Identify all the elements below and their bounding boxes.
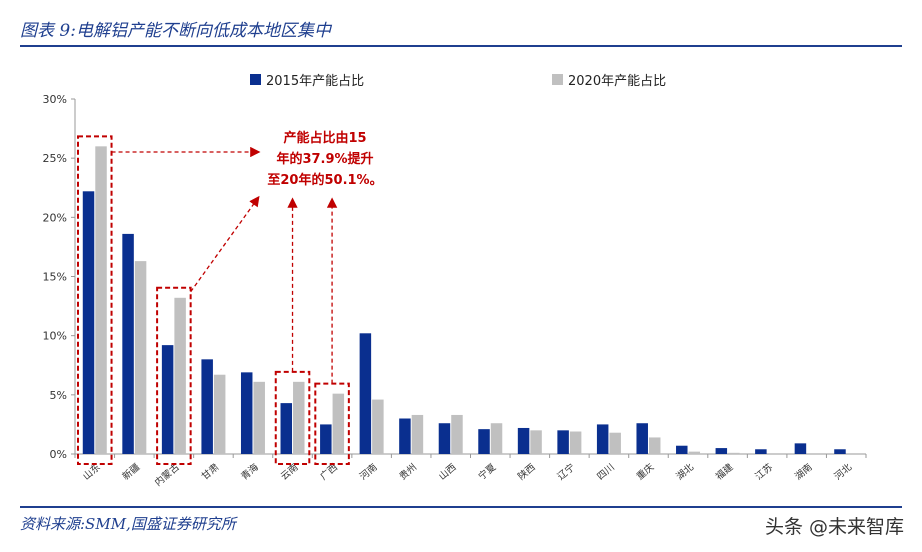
y-tick-label: 20% (43, 211, 67, 224)
bar-2015 (715, 448, 728, 454)
bar-2020 (332, 393, 345, 454)
x-category-label: 广西 (318, 461, 340, 482)
x-category-label: 河北 (832, 461, 855, 483)
figure-title: 图表 9:电解铝产能不断向低成本地区集中 (20, 21, 331, 41)
x-category-label: 山东 (80, 461, 102, 482)
x-category-label: 青海 (239, 461, 262, 483)
bar-2015 (201, 359, 213, 454)
bar-2020 (648, 437, 661, 454)
bar-2020 (95, 146, 107, 455)
bar-2015 (82, 191, 95, 455)
bar-2015 (636, 423, 648, 454)
bar-2020 (293, 381, 305, 454)
legend-swatch-2020 (552, 74, 563, 85)
legend-swatch-2015 (250, 74, 261, 85)
bar-2015 (399, 418, 411, 454)
x-category-label: 江苏 (753, 461, 776, 483)
x-category-label: 福建 (713, 461, 736, 483)
x-category-label: 山西 (437, 462, 459, 483)
bottom-rule (20, 506, 902, 508)
bar-2015 (676, 445, 688, 454)
x-category-label: 湖北 (674, 462, 696, 483)
bar-2015 (240, 372, 253, 454)
bar-2015 (755, 449, 767, 454)
bar-2020 (411, 414, 424, 454)
x-category-label: 新疆 (120, 461, 143, 483)
bar-2015 (557, 430, 569, 454)
highlight-box-2 (156, 286, 192, 465)
x-category-label: 重庆 (634, 461, 657, 483)
x-category-label: 甘肃 (199, 461, 221, 482)
x-labels-layer: 山东 新疆 内蒙古 甘肃 青海 云南 广西 河南 贵州 山西 宁夏 陕西 辽宁 四川 重庆 湖北 福建 江苏 湖南河… (80, 461, 854, 489)
legend-label-2015: 2015年产能占比 (266, 74, 364, 89)
arrow-neimenggu (190, 195, 260, 293)
legend-label-2020: 2020年产能占比 (568, 74, 666, 89)
bar-2015 (596, 424, 609, 454)
bar-2015 (320, 424, 332, 454)
highlight-box-0 (77, 135, 113, 465)
bar-2020 (728, 452, 740, 454)
bar-2020 (490, 423, 503, 454)
y-tick-label: 30% (43, 93, 67, 106)
bar-2015 (122, 233, 134, 454)
bar-2020 (609, 432, 621, 454)
bar-2020 (372, 399, 384, 454)
x-category-label: 辽宁 (555, 461, 577, 482)
bars-layer (82, 146, 846, 455)
y-tick-label: 15% (43, 271, 67, 284)
annotation-line-2: 至20年的50.1%。 (267, 172, 382, 188)
bar-2015 (161, 345, 174, 454)
bar-2020 (253, 381, 265, 454)
x-category-label: 四川 (595, 462, 617, 483)
y-tick-label: 25% (43, 152, 67, 165)
bar-2015 (834, 449, 846, 454)
y-tick-label: 10% (43, 330, 67, 343)
source-note: 资料来源:SMM,国盛证券研究所 (20, 515, 236, 533)
top-rule (20, 45, 902, 47)
bar-2020 (530, 430, 542, 454)
x-category-label: 河南 (357, 461, 379, 482)
annotation-line-0: 产能占比由15 (283, 130, 366, 146)
y-tick-label: 5% (50, 389, 67, 402)
bar-chart: 0% 5% 10% 15% 20% 25% 30% 山东 新疆 内蒙古 甘肃 青海 云南 广西 河南 贵州山… (43, 74, 867, 489)
bar-2015 (478, 429, 490, 454)
bar-2015 (438, 423, 451, 454)
bar-2015 (794, 443, 807, 454)
bar-2015 (280, 403, 293, 454)
annotation-line-1: 年的37.9%提升 (276, 151, 373, 167)
legend: 2015年产能占比 2020年产能占比 (250, 74, 666, 89)
bar-2015 (359, 333, 372, 454)
x-category-label: 湖南 (792, 461, 814, 482)
x-category-label: 宁夏 (476, 461, 499, 483)
x-category-label: 贵州 (397, 461, 419, 482)
bar-2015 (517, 427, 530, 454)
bar-2020 (451, 414, 463, 454)
bar-2020 (569, 431, 582, 454)
bar-2020 (174, 297, 186, 454)
bar-2020 (688, 451, 701, 454)
y-tick-label: 0% (50, 448, 67, 461)
bar-2020 (134, 261, 147, 454)
bar-2020 (213, 374, 226, 454)
watermark: 头条 @未来智库 (764, 516, 904, 538)
x-category-label: 陕西 (515, 461, 537, 482)
